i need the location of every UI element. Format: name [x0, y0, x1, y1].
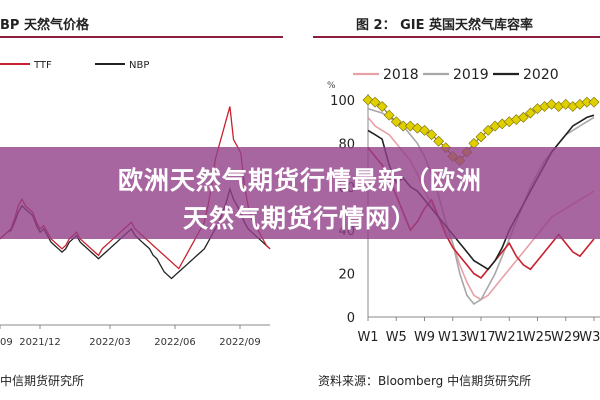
right-title-rule — [313, 36, 600, 38]
marker-2022 — [412, 122, 423, 134]
marker-2022 — [482, 124, 494, 136]
right-chart-title: 图 2： GIE 英国天然气库容率 — [356, 18, 534, 33]
legend-label: TTF — [33, 60, 52, 71]
legend-label: NBP — [129, 60, 149, 71]
marker-2022 — [419, 124, 430, 136]
x-tick-label: W9 — [414, 330, 435, 345]
x-tick-label: W21 — [495, 330, 524, 345]
x-tick-label: W13 — [438, 330, 467, 345]
x-tick-label: W29 — [551, 330, 580, 345]
y-tick-label: 20 — [338, 268, 355, 283]
x-tick-label: W5 — [386, 330, 407, 345]
legend-nbp: NBP — [95, 60, 149, 71]
left-source-note: 中信期货研究所 — [0, 374, 85, 388]
y-tick-label: 0 — [347, 311, 355, 326]
y-unit: % — [327, 81, 336, 91]
marker-2022 — [588, 96, 600, 108]
legend-label: 2020 — [523, 67, 559, 83]
marker-2022 — [383, 109, 395, 121]
marker-2022 — [426, 129, 437, 141]
marker-2022 — [369, 96, 381, 108]
headline-line-1: 欧洲天然气期货行情最新（欧洲 — [117, 166, 482, 195]
x-tick-label: W17 — [466, 330, 495, 345]
marker-2022 — [525, 107, 536, 119]
legend-label: 2019 — [453, 67, 489, 83]
x-tick-label: 2022/06 — [154, 337, 196, 348]
y-tick-label: 100 — [330, 94, 355, 109]
x-tick-label: 2022/03 — [89, 337, 131, 348]
marker-2022 — [517, 111, 529, 123]
legend-2020: 2020 — [493, 67, 559, 83]
x-tick-label: W1 — [357, 330, 378, 345]
x-tick-label: W25 — [523, 330, 552, 345]
headline-banner: 欧洲天然气期货行情最新（欧洲 天然气期货行情网） — [0, 147, 600, 239]
left-chart-title: BP 天然气价格 — [0, 18, 89, 33]
legend-2018: 2018 — [353, 67, 419, 83]
right-source-note: 资料来源：Bloomberg 中信期货研究所 — [318, 374, 532, 388]
x-tick-label: 2022/09 — [219, 337, 261, 348]
left-title-rule — [0, 36, 283, 38]
legend-ttf: TTF — [0, 60, 52, 71]
marker-2022 — [390, 116, 402, 128]
x-tick-label: W33 — [579, 330, 600, 345]
legend-2019: 2019 — [423, 67, 489, 83]
headline-line-2: 天然气期货行情网） — [182, 204, 417, 233]
marker-2022 — [376, 101, 388, 112]
legend-label: 2018 — [383, 67, 419, 83]
x-tick-label: 2021/12 — [19, 337, 61, 348]
marker-2022 — [475, 131, 487, 143]
marker-2022 — [433, 135, 445, 147]
x-tick-label: 09 — [0, 337, 13, 348]
